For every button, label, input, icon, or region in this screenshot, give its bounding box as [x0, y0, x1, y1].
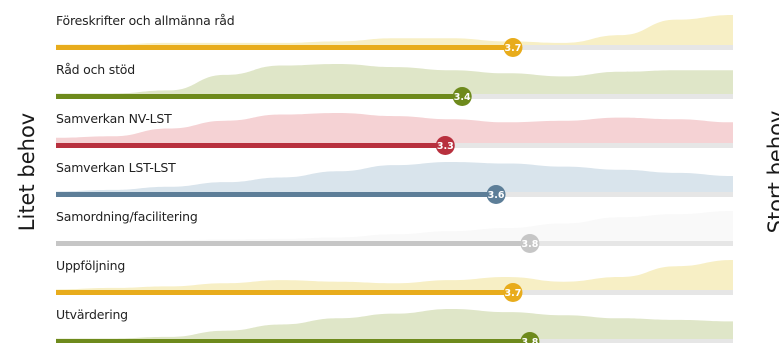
value-label: 3.4 — [454, 92, 471, 103]
chart-row: 3.6 Samverkan LST-LST — [56, 160, 733, 204]
category-label: Utvärdering — [56, 307, 128, 322]
chart-row: 3.7 Föreskrifter och allmänna råd — [56, 13, 733, 57]
value-bar — [56, 143, 446, 148]
chart-row: 3.8 Samordning/facilitering — [56, 209, 733, 253]
value-bar — [56, 290, 513, 295]
value-marker — [486, 185, 506, 204]
category-label: Samverkan LST-LST — [56, 160, 176, 175]
distribution-area — [56, 309, 733, 340]
chart-row: 3.4 Råd och stöd — [56, 62, 733, 106]
value-bar — [56, 192, 497, 197]
value-marker — [520, 234, 540, 253]
right-axis-label: Stort behov — [764, 111, 779, 234]
value-bar — [56, 94, 463, 99]
value-label: 3.7 — [505, 43, 522, 54]
value-label: 3.3 — [437, 141, 454, 152]
distribution-area — [56, 113, 733, 144]
value-label: 3.6 — [488, 190, 505, 201]
distribution-area — [56, 260, 733, 291]
left-axis-label: Litet behov — [15, 113, 39, 231]
category-label: Samordning/facilitering — [56, 209, 198, 224]
value-marker — [503, 38, 523, 57]
value-marker — [452, 87, 472, 106]
distribution-area — [56, 15, 733, 46]
distribution-area — [56, 64, 733, 95]
value-label: 3.8 — [521, 337, 538, 343]
chart-row: 3.8 Utvärdering — [56, 307, 733, 343]
value-label: 3.8 — [521, 239, 538, 250]
category-label: Föreskrifter och allmänna råd — [56, 13, 234, 28]
value-bar — [56, 241, 530, 246]
category-label: Uppföljning — [56, 258, 125, 273]
category-label: Råd och stöd — [56, 62, 135, 77]
value-marker — [503, 283, 523, 302]
chart-row: 3.7 Uppföljning — [56, 258, 733, 302]
chart-row: 3.3 Samverkan NV-LST — [56, 111, 733, 155]
category-label: Samverkan NV-LST — [56, 111, 172, 126]
chart-rows: 3.7 Föreskrifter och allmänna råd 3.4 Råd o… — [56, 13, 733, 343]
value-label: 3.7 — [505, 288, 522, 299]
distribution-area — [56, 211, 733, 242]
value-marker — [435, 136, 455, 155]
value-bar — [56, 339, 530, 343]
value-marker — [520, 332, 540, 343]
distribution-area — [56, 162, 733, 193]
value-bar — [56, 45, 513, 50]
